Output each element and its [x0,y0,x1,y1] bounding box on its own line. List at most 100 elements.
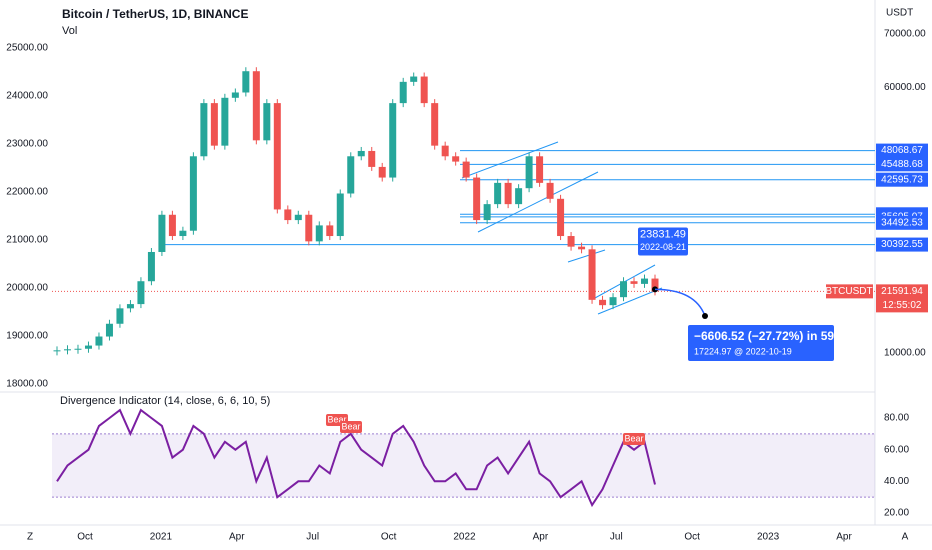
candle-body [95,336,103,346]
candle-body [263,103,271,141]
candle-body [399,81,407,104]
left-tick-label: 25000.00 [6,43,48,54]
left-tick-label: 24000.00 [6,91,48,102]
x-tick-label: 2023 [757,532,780,543]
candle-body [378,166,386,178]
level-label-box [876,215,928,230]
y-tick-label: 60000.00 [884,82,926,93]
candle-body [620,281,628,298]
forecast-arrow [654,288,706,317]
symbol-label: BTCUSDT [825,286,872,297]
candle-body [336,193,344,237]
countdown-label: 12:55:02 [883,300,922,311]
candle-body [168,214,176,237]
x-tick-label: Oct [77,532,93,543]
candle-body [578,246,586,250]
level-label-box [876,143,928,158]
x-tick-label: Oct [684,532,700,543]
indicator-tick-label: 20.00 [884,508,909,519]
left-tick-label: 18000.00 [6,379,48,390]
forecast-start-date: 2022-08-21 [640,242,686,252]
signal-box [623,433,645,445]
chart-title: Bitcoin / TetherUS, 1D, BINANCE [62,7,248,21]
candle-body [242,71,250,93]
candle-body [515,188,523,205]
forecast-start-price: 23831.49 [640,228,686,240]
forecast-box [688,325,834,361]
candle-body [357,150,365,157]
x-tick-label: Apr [229,532,245,543]
indicator-line [56,408,656,508]
left-tick-label: 20000.00 [6,283,48,294]
candle-body [105,323,113,337]
channel-line [477,171,599,233]
forecast-target-dot [702,313,708,319]
candle-body [557,198,565,237]
x-tick-label: 2022 [453,532,476,543]
x-tick-label: Apr [533,532,549,543]
candle-body [483,204,491,221]
forecast-target: 17224.97 @ 2022-10-19 [694,346,792,356]
candle-body [252,71,260,141]
candle-body [525,156,533,189]
last-price-box [876,284,928,313]
candle-body [284,209,292,221]
candle-body [431,103,439,146]
indicator-tick-label: 60.00 [884,444,909,455]
candle-body [305,214,313,242]
candle-body [315,225,323,242]
candle-body [147,251,155,282]
candle-body [441,145,449,157]
candle-body [273,103,281,210]
symbol-box [826,284,873,299]
level-label: 30392.55 [881,239,923,250]
indicator-title: Divergence Indicator (14, close, 6, 6, 1… [60,395,270,407]
candle-body [200,103,208,157]
candle-body [536,156,544,183]
candle-body [651,278,659,292]
auto-scale-z[interactable]: Z [27,532,33,543]
x-tick-label: Jul [306,532,319,543]
level-label: 42595.73 [881,174,923,185]
candle-body [116,308,124,324]
candle-body [126,304,134,309]
auto-scale-a[interactable]: A [902,532,909,543]
x-tick-label: Oct [381,532,397,543]
candle-body [410,76,418,82]
level-label: 34492.53 [881,217,923,228]
volume-label: Vol [62,25,77,37]
candle-body [137,281,145,305]
level-label-box [876,157,928,172]
candle-body [84,345,92,349]
left-tick-label: 21000.00 [6,235,48,246]
last-price-label: 21591.94 [881,286,923,297]
indicator-tick-label: 80.00 [884,413,909,424]
candle-body [420,76,428,104]
left-tick-label: 19000.00 [6,331,48,342]
candle-body [326,225,334,237]
candle-body [494,182,502,205]
channel-line [597,287,663,315]
level-label-box [876,237,928,252]
candle-body [389,103,397,178]
forecast-change: −6606.52 (−27.72%) in 59d [694,329,841,343]
candle-body [158,214,166,252]
level-label-box [876,172,928,187]
indicator-tick-label: 40.00 [884,476,909,487]
candle-body [473,177,481,221]
candle-body [63,349,71,351]
x-tick-label: Jul [610,532,623,543]
candle-body [630,281,638,284]
x-tick-label: Apr [836,532,852,543]
level-label: 48068.67 [881,145,923,156]
channel-line [567,249,606,263]
candle-body [179,230,187,237]
level-label: 45488.68 [881,159,923,170]
candle-body [452,156,460,162]
candle-body [599,299,607,306]
candle-body [504,182,512,205]
x-tick-label: 2021 [150,532,173,543]
candle-body [189,156,197,231]
